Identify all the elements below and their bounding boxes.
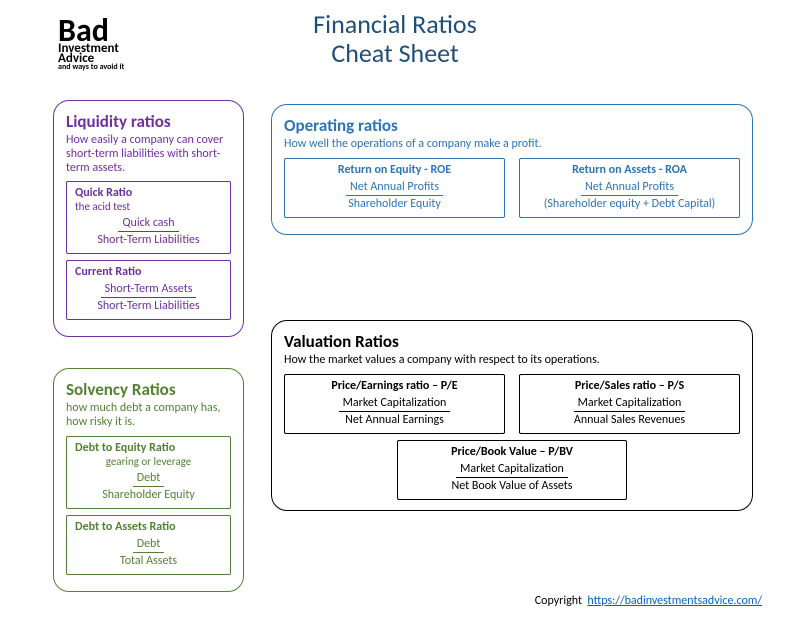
debt-assets-num: Debt bbox=[133, 537, 165, 553]
pe-box: Price/Earnings ratio – P/E Market Capita… bbox=[284, 374, 505, 434]
solvency-desc: how much debt a company has, how risky i… bbox=[66, 402, 231, 430]
roe-den: Shareholder Equity bbox=[293, 196, 496, 211]
quick-ratio-name: Quick Ratio bbox=[75, 186, 222, 200]
current-ratio-box: Current Ratio Short-Term Assets Short-Te… bbox=[66, 260, 231, 320]
debt-assets-den: Total Assets bbox=[75, 553, 222, 568]
debt-assets-box: Debt to Assets Ratio Debt Total Assets bbox=[66, 515, 231, 575]
debt-assets-fraction: Debt Total Assets bbox=[75, 536, 222, 568]
copyright-label: Copyright bbox=[535, 594, 582, 608]
valuation-desc: How the market values a company with res… bbox=[284, 354, 740, 368]
solvency-heading: Solvency Ratios bbox=[66, 379, 231, 400]
pbv-num: Market Capitalization bbox=[456, 462, 568, 478]
current-ratio-name: Current Ratio bbox=[75, 265, 222, 279]
current-ratio-fraction: Short-Term Assets Short-Term Liabilities bbox=[75, 281, 222, 313]
roa-box: Return on Assets - ROA Net Annual Profit… bbox=[519, 158, 740, 218]
quick-ratio-sub: the acid test bbox=[75, 200, 222, 213]
valuation-panel: Valuation Ratios How the market values a… bbox=[271, 320, 753, 511]
liquidity-panel: Liquidity ratios How easily a company ca… bbox=[53, 100, 244, 337]
ps-box: Price/Sales ratio – P/S Market Capitaliz… bbox=[519, 374, 740, 434]
current-ratio-num: Short-Term Assets bbox=[101, 282, 197, 298]
quick-ratio-den: Short-Term Liabilities bbox=[75, 232, 222, 247]
footer: Copyright https://badinvestmentsadvice.c… bbox=[535, 594, 762, 608]
ps-num: Market Capitalization bbox=[574, 396, 686, 412]
roe-num: Net Annual Profits bbox=[346, 180, 443, 196]
roa-den: (Shareholder equity + Debt Capital) bbox=[528, 196, 731, 211]
debt-equity-fraction: Debt Shareholder Equity bbox=[75, 470, 222, 502]
liquidity-heading: Liquidity ratios bbox=[66, 111, 231, 132]
pbv-box: Price/Book Value – P/BV Market Capitaliz… bbox=[397, 440, 627, 500]
operating-panel: Operating ratios How well the operations… bbox=[271, 104, 753, 235]
footer-link[interactable]: https://badinvestmentsadvice.com/ bbox=[587, 594, 762, 608]
roe-fraction: Net Annual Profits Shareholder Equity bbox=[293, 179, 496, 211]
roa-name: Return on Assets - ROA bbox=[528, 163, 731, 177]
title-line1: Financial Ratios bbox=[255, 10, 535, 39]
debt-equity-box: Debt to Equity Ratio gearing or leverage… bbox=[66, 436, 231, 509]
debt-equity-num: Debt bbox=[133, 471, 165, 487]
roa-fraction: Net Annual Profits (Shareholder equity +… bbox=[528, 179, 731, 211]
logo: Bad Investment Advice and ways to avoid … bbox=[58, 18, 124, 71]
debt-equity-sub: gearing or leverage bbox=[75, 455, 222, 468]
logo-line1: Bad bbox=[58, 18, 124, 44]
logo-line4: and ways to avoid it bbox=[58, 64, 124, 70]
title-line2: Cheat Sheet bbox=[255, 39, 535, 68]
solvency-panel: Solvency Ratios how much debt a company … bbox=[53, 368, 244, 592]
pe-name: Price/Earnings ratio – P/E bbox=[293, 379, 496, 393]
ps-fraction: Market Capitalization Annual Sales Reven… bbox=[528, 395, 731, 427]
debt-assets-name: Debt to Assets Ratio bbox=[75, 520, 222, 534]
pbv-name: Price/Book Value – P/BV bbox=[406, 445, 618, 459]
roe-name: Return on Equity - ROE bbox=[293, 163, 496, 177]
pbv-den: Net Book Value of Assets bbox=[406, 478, 618, 493]
operating-heading: Operating ratios bbox=[284, 115, 740, 136]
debt-equity-den: Shareholder Equity bbox=[75, 487, 222, 502]
quick-ratio-num: Quick cash bbox=[118, 216, 178, 232]
ps-name: Price/Sales ratio – P/S bbox=[528, 379, 731, 393]
roa-num: Net Annual Profits bbox=[581, 180, 678, 196]
liquidity-desc: How easily a company can cover short-ter… bbox=[66, 134, 231, 175]
page-title: Financial Ratios Cheat Sheet bbox=[255, 10, 535, 67]
quick-ratio-box: Quick Ratio the acid test Quick cash Sho… bbox=[66, 181, 231, 254]
valuation-heading: Valuation Ratios bbox=[284, 331, 740, 352]
pe-fraction: Market Capitalization Net Annual Earning… bbox=[293, 395, 496, 427]
quick-ratio-fraction: Quick cash Short-Term Liabilities bbox=[75, 215, 222, 247]
current-ratio-den: Short-Term Liabilities bbox=[75, 298, 222, 313]
pe-den: Net Annual Earnings bbox=[293, 412, 496, 427]
ps-den: Annual Sales Revenues bbox=[528, 412, 731, 427]
operating-desc: How well the operations of a company mak… bbox=[284, 138, 740, 152]
pe-num: Market Capitalization bbox=[339, 396, 451, 412]
pbv-fraction: Market Capitalization Net Book Value of … bbox=[406, 461, 618, 493]
debt-equity-name: Debt to Equity Ratio bbox=[75, 441, 222, 455]
roe-box: Return on Equity - ROE Net Annual Profit… bbox=[284, 158, 505, 218]
